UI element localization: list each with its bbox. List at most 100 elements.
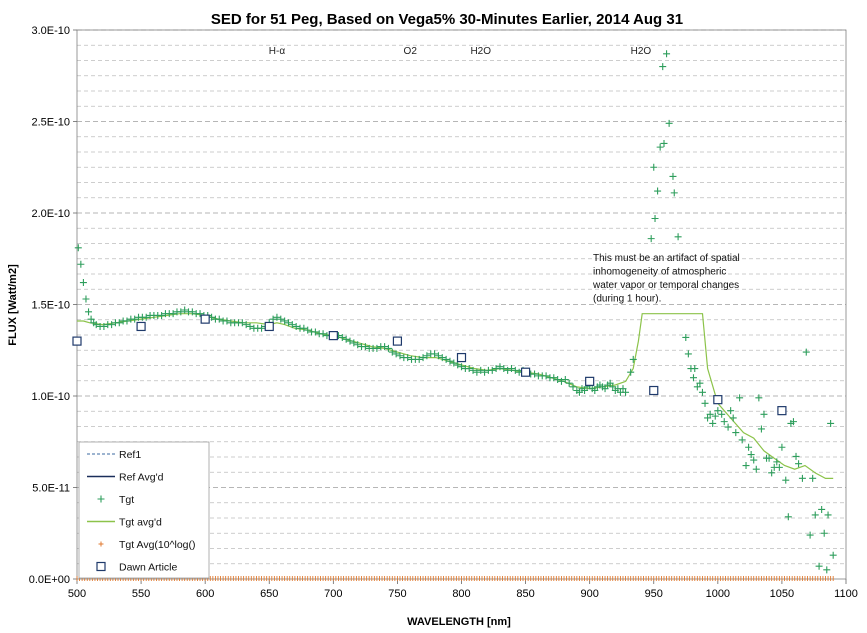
tgt-point (792, 452, 800, 460)
tgt-point (765, 454, 773, 462)
dawn-article-point (713, 395, 723, 405)
x-tick-label: 850 (516, 588, 534, 600)
tgt-point (752, 465, 760, 473)
tgt-point (718, 410, 726, 418)
tgt-point (177, 308, 185, 316)
tgt-point (82, 295, 90, 303)
tgt-point (561, 376, 569, 384)
grid-lines (77, 29, 846, 565)
tgt-point (693, 383, 701, 391)
tgt-point (277, 315, 285, 323)
tgt-point (654, 187, 662, 195)
tgt-point (281, 317, 289, 325)
tgt-point (511, 366, 519, 374)
tgt-point (789, 418, 797, 426)
tgt-point (704, 414, 712, 422)
tgt-point (269, 315, 277, 323)
tgt-point (477, 366, 485, 374)
x-tick-label: 550 (132, 588, 150, 600)
tgt-point (760, 410, 768, 418)
x-tick-label: 750 (388, 588, 406, 600)
tgt-point (720, 418, 728, 426)
tgt-point (738, 436, 746, 444)
tgt-point (729, 414, 737, 422)
tgt-point (732, 429, 740, 437)
x-tick-label: 800 (452, 588, 470, 600)
tgt-point (660, 139, 668, 147)
tgt-point (619, 385, 627, 393)
tgt-point (601, 385, 609, 393)
tgt-point (827, 419, 835, 427)
tgt-point (85, 308, 93, 316)
tgt-point (569, 383, 577, 391)
tgt-point (77, 260, 85, 268)
feature-label: H2O (470, 46, 491, 57)
tgt-point (542, 372, 550, 380)
tgt-point (354, 341, 362, 349)
tgt-point (273, 313, 281, 321)
tgt-point (319, 330, 327, 338)
tgt-point (258, 324, 266, 332)
feature-label: H2O (631, 46, 652, 57)
tgt-point (591, 387, 599, 395)
series-dawn-article (72, 314, 787, 416)
tgt-point (507, 365, 515, 373)
tgt-point (768, 469, 776, 477)
tgt-point (415, 355, 423, 363)
tgt-point (396, 352, 404, 360)
y-tick-label: 2.5E-10 (31, 117, 70, 129)
tgt-point (745, 443, 753, 451)
tgt-point (773, 458, 781, 466)
tgt-point (802, 348, 810, 356)
dawn-article-point (456, 352, 467, 363)
x-tick-label: 950 (645, 588, 663, 600)
tgt-point (784, 513, 792, 521)
tgt-point (575, 388, 583, 396)
tgt-point (557, 377, 565, 385)
legend-swatch-tgt-log (98, 541, 104, 547)
x-tick-label: 1000 (706, 588, 730, 600)
tgt-point (622, 388, 630, 396)
legend-label: Tgt avg'd (119, 517, 162, 529)
tgt-point (727, 407, 735, 415)
tgt-point (651, 214, 659, 222)
tgt-point (288, 321, 296, 329)
tgt-point (581, 387, 589, 395)
tgt-point (381, 343, 389, 351)
chart-title: SED for 51 Peg, Based on Vega5% 30-Minut… (211, 11, 683, 28)
tgt-point (473, 368, 481, 376)
tgt-point (689, 374, 697, 382)
y-axis-title: FLUX [Watt/m2] (7, 264, 19, 346)
tick-labels: 500 550 600 650 700 750 800 850 900 950 1000 1050 11… (29, 25, 858, 600)
tgt-point (115, 319, 123, 327)
tgt-point (292, 322, 300, 330)
tgt-point (627, 368, 635, 376)
tgt-point (488, 366, 496, 374)
x-tick-label: 500 (68, 588, 86, 600)
x-tick-label: 700 (324, 588, 342, 600)
tgt-point (434, 352, 442, 360)
tgt-point (554, 376, 562, 384)
tgt-point (465, 365, 473, 373)
x-tick-label: 1050 (770, 588, 794, 600)
tgt-point (500, 365, 508, 373)
tgt-point (823, 566, 831, 574)
tgt-point (714, 407, 722, 415)
tgt-point (350, 339, 358, 347)
tgt-point (373, 344, 381, 352)
tgt-point (531, 370, 539, 378)
tgt-point (795, 460, 803, 468)
y-tick-label: 3.0E-10 (31, 25, 70, 37)
tgt-point (670, 189, 678, 197)
tgt-point (650, 163, 658, 171)
tgt-point (736, 394, 744, 402)
tgt-point (79, 279, 87, 287)
tgt-point (423, 352, 431, 360)
tgt-point (663, 50, 671, 58)
dawn-article-point (200, 314, 210, 324)
tgt-point (659, 63, 667, 71)
tgt-point (782, 476, 790, 484)
tgt-point (346, 337, 354, 345)
tgt-point (798, 474, 806, 482)
tgt-point (818, 505, 826, 513)
